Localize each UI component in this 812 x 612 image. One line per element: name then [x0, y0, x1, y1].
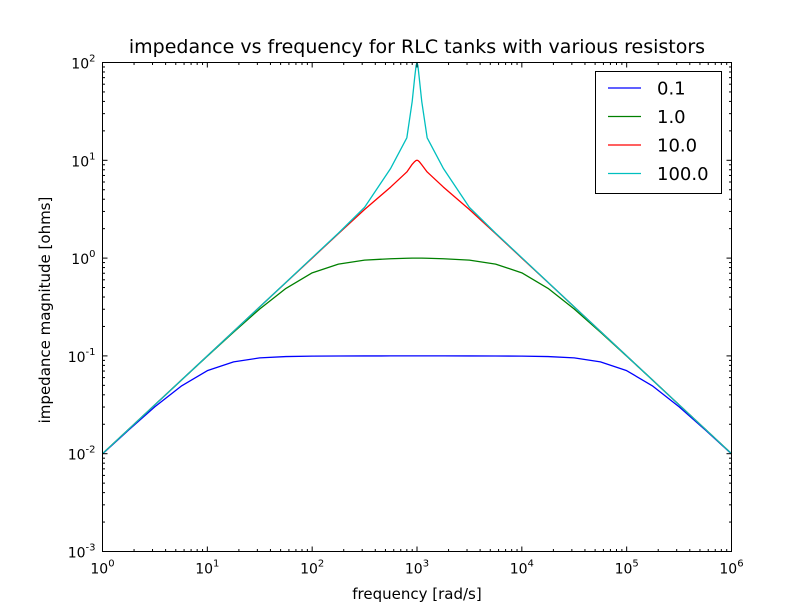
x-tick-label: 101: [195, 559, 219, 578]
ticks-layer: 100 101 102 103 104 105 106 10-3 10-2 10-1 100 101 1…: [68, 54, 744, 578]
plot-frame: [102, 62, 732, 552]
y-tick-label: 10-3: [68, 543, 96, 562]
x-tick-label: 105: [615, 559, 639, 578]
y-tick-label: 102: [71, 54, 95, 73]
legend-label-1: 1.0: [657, 107, 686, 128]
x-tick-label: 106: [719, 559, 743, 578]
y-tick-label: 100: [71, 249, 95, 268]
y-tick-label: 101: [71, 151, 95, 170]
series-line-0: [102, 355, 732, 455]
series-line-2: [102, 159, 732, 455]
legend: 0.1 1.0 10.0 100.0: [595, 71, 722, 194]
y-tick-label: 10-2: [68, 445, 96, 464]
x-tick-label: 103: [405, 559, 429, 578]
legend-label-3: 100.0: [657, 164, 709, 185]
legend-label-2: 10.0: [657, 136, 697, 157]
x-tick-label: 104: [510, 559, 534, 578]
series-line-1: [102, 257, 732, 455]
x-tick-label: 100: [90, 559, 114, 578]
chart-title: impedance vs frequency for RLC tanks wit…: [129, 36, 705, 58]
y-tick-label: 10-1: [68, 347, 96, 366]
y-axis-label: impedance magnitude [ohms]: [36, 197, 54, 424]
x-axis-label: frequency [rad/s]: [352, 585, 481, 603]
legend-label-0: 0.1: [657, 79, 686, 100]
x-tick-label: 102: [300, 559, 324, 578]
